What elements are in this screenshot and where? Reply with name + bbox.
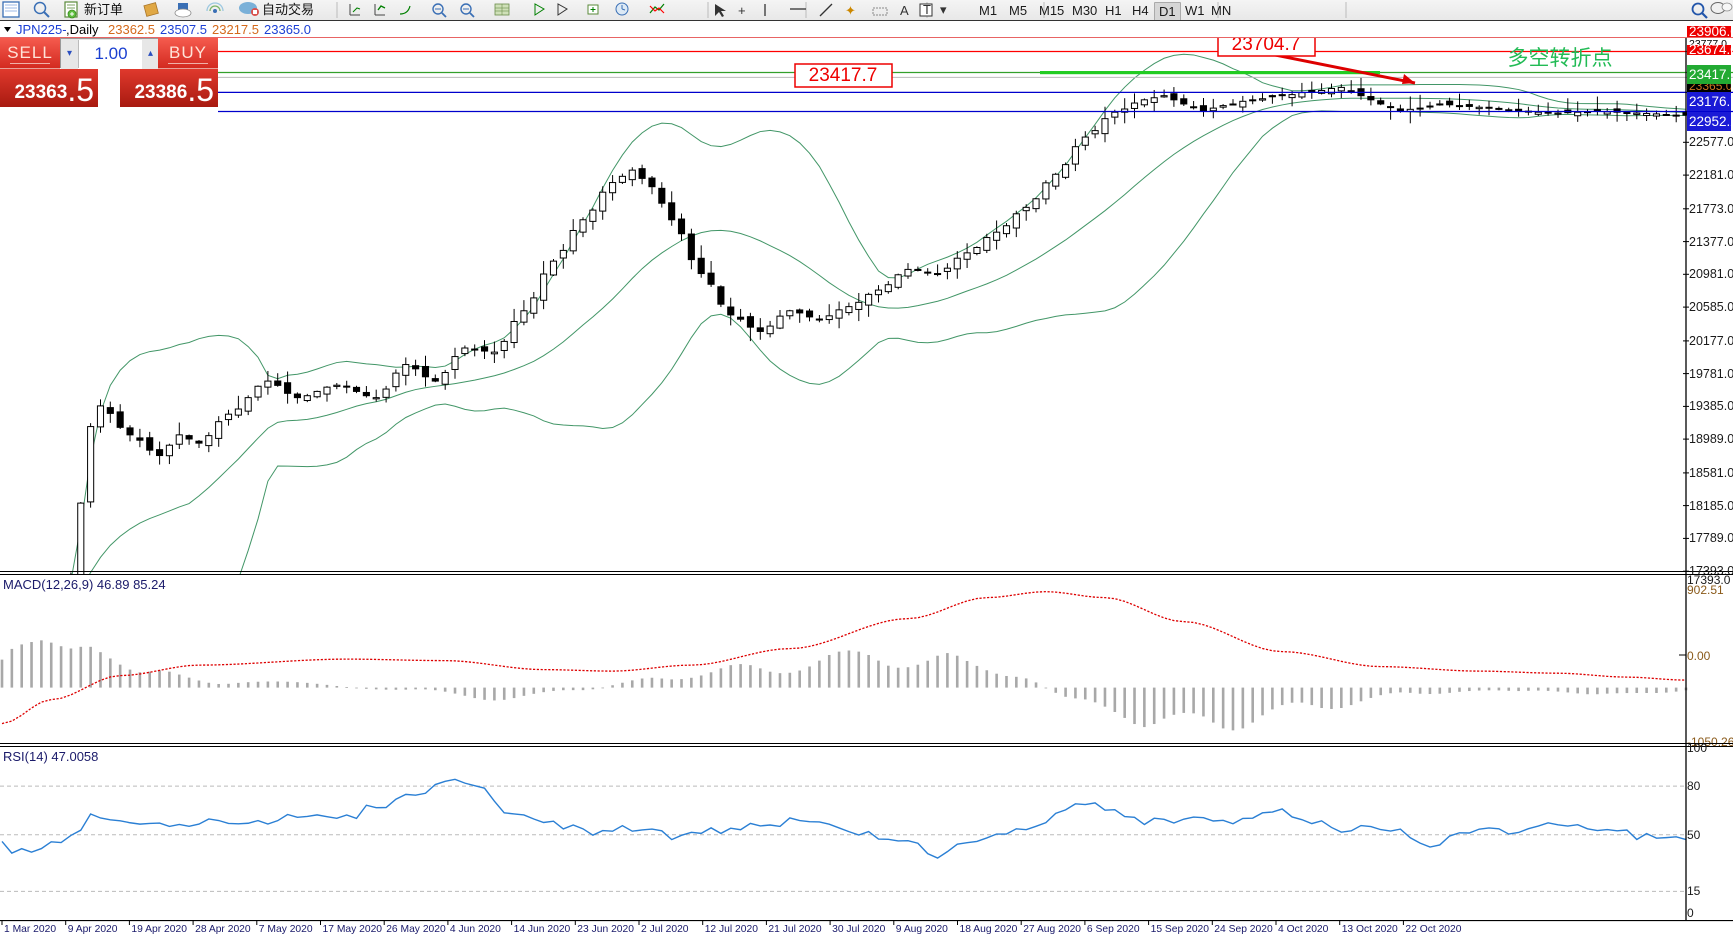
svg-text:23365.0: 23365.0 [264,22,311,37]
svg-text:27 Aug 2020: 27 Aug 2020 [1023,924,1081,935]
svg-text:18581.0: 18581.0 [1689,466,1733,480]
svg-text:20981.0: 20981.0 [1689,267,1733,281]
svg-text:21377.0: 21377.0 [1689,235,1733,249]
svg-text:24 Sep 2020: 24 Sep 2020 [1214,924,1273,935]
svg-text:4 Jun 2020: 4 Jun 2020 [450,924,501,935]
svg-text:18989.0: 18989.0 [1689,432,1733,446]
svg-text:23362.5: 23362.5 [108,22,155,37]
svg-text:21 Jul 2020: 21 Jul 2020 [768,924,822,935]
svg-text:19 Apr 2020: 19 Apr 2020 [131,924,187,935]
svg-text:1 Mar 2020: 1 Mar 2020 [4,924,56,935]
svg-text:,Daily: ,Daily [66,22,99,37]
svg-text:4 Oct 2020: 4 Oct 2020 [1278,924,1329,935]
svg-text:19781.0: 19781.0 [1689,367,1733,381]
svg-text:18 Aug 2020: 18 Aug 2020 [960,924,1018,935]
svg-text:22181.0: 22181.0 [1689,168,1733,182]
svg-text:12 Jul 2020: 12 Jul 2020 [705,924,759,935]
svg-text:20177.0: 20177.0 [1689,334,1733,348]
svg-text:22 Oct 2020: 22 Oct 2020 [1405,924,1461,935]
svg-text:9 Apr 2020: 9 Apr 2020 [68,924,118,935]
svg-text:17393.0: 17393.0 [1689,564,1733,574]
svg-text:2 Jul 2020: 2 Jul 2020 [641,924,689,935]
svg-text:17 May 2020: 17 May 2020 [323,924,383,935]
svg-text:JPN225-: JPN225- [16,22,67,37]
svg-text:15 Sep 2020: 15 Sep 2020 [1151,924,1210,935]
svg-text:6 Sep 2020: 6 Sep 2020 [1087,924,1140,935]
svg-text:7 May 2020: 7 May 2020 [259,924,313,935]
svg-text:20585.0: 20585.0 [1689,300,1733,314]
svg-text:23217.5: 23217.5 [212,22,259,37]
svg-text:22577.0: 22577.0 [1689,135,1733,149]
svg-text:23 Jun 2020: 23 Jun 2020 [577,924,634,935]
svg-text:14 Jun 2020: 14 Jun 2020 [514,924,571,935]
svg-text:28 Apr 2020: 28 Apr 2020 [195,924,251,935]
svg-text:21773.0: 21773.0 [1689,202,1733,216]
svg-text:30 Jul 2020: 30 Jul 2020 [832,924,886,935]
svg-text:26 May 2020: 26 May 2020 [386,924,446,935]
svg-text:13 Oct 2020: 13 Oct 2020 [1342,924,1398,935]
svg-text:23507.5: 23507.5 [160,22,207,37]
svg-text:18185.0: 18185.0 [1689,499,1733,513]
svg-text:19385.0: 19385.0 [1689,399,1733,413]
svg-text:17789.0: 17789.0 [1689,531,1733,545]
svg-text:9 Aug 2020: 9 Aug 2020 [896,924,948,935]
